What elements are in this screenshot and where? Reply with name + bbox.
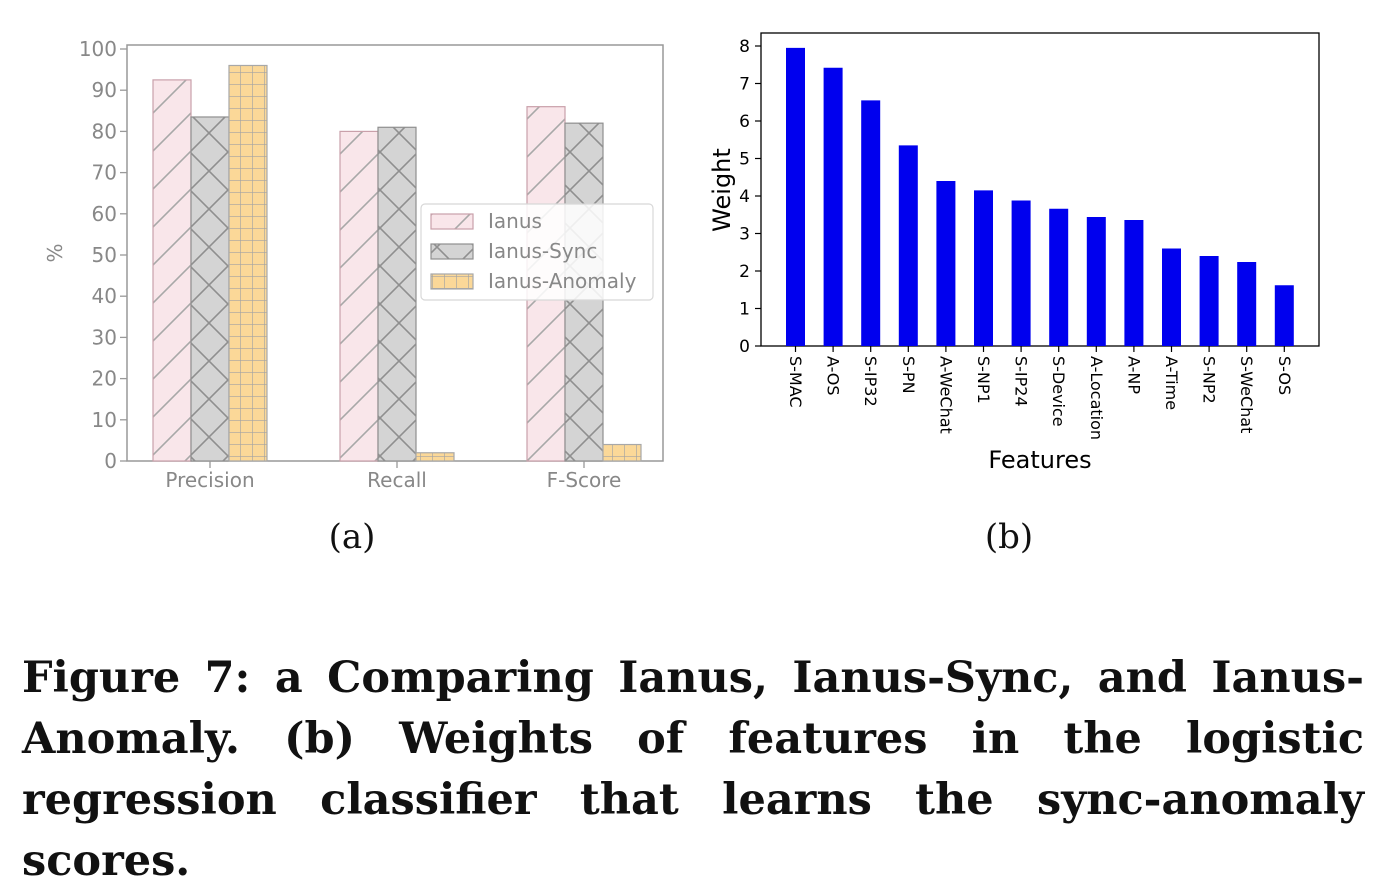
x-tick-label: S-IP32 — [861, 356, 880, 407]
legend-swatch-ianus-anomaly — [430, 273, 474, 290]
y-tick-label: 70 — [92, 161, 117, 185]
y-tick-label: 3 — [739, 225, 750, 245]
y-tick-label: 20 — [92, 367, 117, 391]
bar-a-time — [1162, 248, 1181, 346]
legend-label: Ianus-Sync — [488, 239, 597, 263]
bar-a-np — [1124, 220, 1144, 346]
y-tick-label: 60 — [92, 202, 117, 226]
y-tick-label: 100 — [79, 37, 117, 61]
bar-ianus-anomaly-recall — [415, 452, 455, 462]
y-tick-label: 1 — [739, 300, 750, 320]
chart-b: 0 1 2 3 4 5 6 7 8 S-MAC A-OS S-IP32 S-PN A-WeChat S-N… — [708, 32, 1320, 474]
chart-a-y-axis: 0 10 20 30 40 50 60 70 80 90 100 — [79, 37, 127, 473]
x-tick-label: Precision — [165, 468, 254, 492]
bar-ianus-precision — [152, 79, 192, 462]
x-tick-label: A-OS — [824, 356, 843, 396]
y-tick-label: 7 — [739, 75, 750, 95]
bar-s-wechat — [1237, 262, 1257, 346]
y-tick-label: 40 — [92, 284, 117, 308]
bar-s-device — [1049, 208, 1069, 346]
x-tick-label: S-NP1 — [974, 356, 993, 404]
chart-b-ylabel: Weight — [708, 148, 736, 232]
bar-ianus-sync-precision — [190, 116, 230, 462]
x-tick-label: S-PN — [899, 356, 918, 394]
x-tick-label: S-NP2 — [1200, 356, 1219, 404]
chart-b-x-axis: S-MAC A-OS S-IP32 S-PN A-WeChat S-NP1 S-IP24 S-… — [786, 346, 1294, 440]
y-tick-label: 80 — [92, 119, 117, 143]
x-tick-label: S-Device — [1049, 356, 1068, 427]
x-tick-label: A-NP — [1124, 356, 1143, 394]
chart-b-bars — [786, 47, 1294, 346]
y-tick-label: 0 — [104, 449, 117, 473]
y-tick-label: 30 — [92, 325, 117, 349]
bar-s-ip32 — [861, 100, 881, 346]
legend-label: Ianus-Anomaly — [488, 269, 637, 293]
chart-a: 0 10 20 30 40 50 60 70 80 90 100 Precision Recall F-… — [43, 37, 664, 492]
chart-b-y-axis: 0 1 2 3 4 5 6 7 8 — [739, 37, 761, 357]
chart-a-ylabel: % — [43, 243, 67, 262]
x-tick-label: A-Time — [1162, 356, 1181, 410]
y-tick-label: 10 — [92, 408, 117, 432]
bar-a-os — [823, 67, 843, 346]
chart-a-legend: Ianus Ianus-Sync Ianus-Anomaly — [420, 203, 654, 301]
y-tick-label: 90 — [92, 78, 117, 102]
x-tick-label: F-Score — [547, 468, 622, 492]
chart-b-xlabel: Features — [988, 446, 1091, 474]
bar-s-np1 — [974, 190, 993, 346]
x-tick-label: S-IP24 — [1012, 356, 1031, 407]
chart-a-x-axis: Precision Recall F-Score — [165, 461, 621, 492]
subcaption-b: (b) — [985, 517, 1033, 557]
legend-label: Ianus — [488, 209, 542, 233]
y-tick-label: 2 — [739, 262, 750, 282]
y-tick-label: 6 — [739, 112, 750, 132]
x-tick-label: A-WeChat — [936, 356, 955, 434]
y-tick-label: 5 — [739, 150, 750, 170]
x-tick-label: S-WeChat — [1237, 356, 1256, 433]
bar-ianus-anomaly-precision — [228, 64, 268, 462]
x-tick-label: A-Location — [1087, 356, 1106, 440]
y-tick-label: 0 — [739, 337, 750, 357]
figure-caption: Figure 7: a Comparing Ianus, Ianus-Sync,… — [22, 653, 1364, 886]
bar-ianus-recall — [339, 130, 379, 462]
subcaption-a: (a) — [329, 517, 376, 557]
y-tick-label: 8 — [739, 37, 750, 57]
x-tick-label: S-MAC — [786, 356, 805, 408]
bar-ianus-sync-recall — [377, 126, 417, 462]
bar-a-wechat — [936, 181, 956, 346]
bar-s-np2 — [1199, 256, 1219, 346]
y-tick-label: 50 — [92, 243, 117, 267]
bar-s-ip24 — [1011, 200, 1031, 346]
bar-s-pn — [898, 145, 918, 346]
legend-swatch-ianus — [430, 213, 474, 230]
bar-ianus-anomaly-f-score — [602, 443, 642, 462]
bar-s-mac — [786, 47, 805, 346]
y-tick-label: 4 — [739, 187, 750, 207]
x-tick-label: Recall — [367, 468, 427, 492]
legend-swatch-ianus-sync — [430, 243, 474, 260]
bar-s-os — [1274, 285, 1294, 346]
legend-box — [420, 203, 654, 301]
chart-b-frame — [760, 32, 1320, 347]
x-tick-label: S-OS — [1275, 356, 1294, 395]
bar-a-location — [1086, 217, 1106, 346]
